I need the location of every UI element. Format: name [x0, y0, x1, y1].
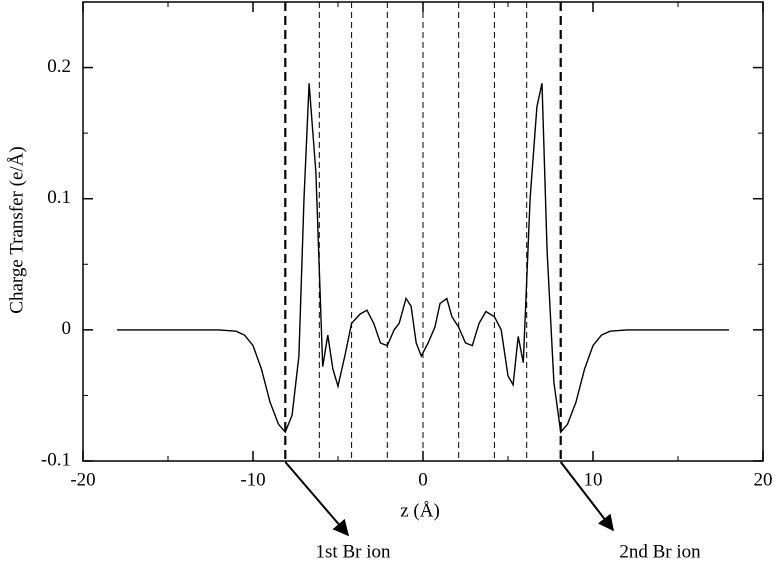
x-tick-label: -20: [70, 469, 95, 490]
x-tick-label: 0: [418, 469, 428, 490]
annotation-text: 1st Br ion: [316, 541, 391, 562]
annotation-arrow: [284, 461, 350, 537]
x-tick-label: 20: [754, 469, 773, 490]
y-tick-label: 0: [62, 318, 72, 339]
annotation-arrow: [559, 461, 614, 532]
y-tick-label: 0.1: [47, 187, 71, 208]
x-tick-label: -10: [240, 469, 265, 490]
x-tick-label: 10: [584, 469, 603, 490]
y-tick-label: 0.2: [47, 56, 71, 77]
y-axis-label: Charge Transfer (e/Å): [6, 146, 27, 313]
annotation-text: 2nd Br ion: [619, 541, 701, 562]
y-tick-label: -0.1: [41, 449, 71, 470]
x-axis-label: z (Å): [400, 500, 440, 521]
data-line: [117, 83, 729, 434]
